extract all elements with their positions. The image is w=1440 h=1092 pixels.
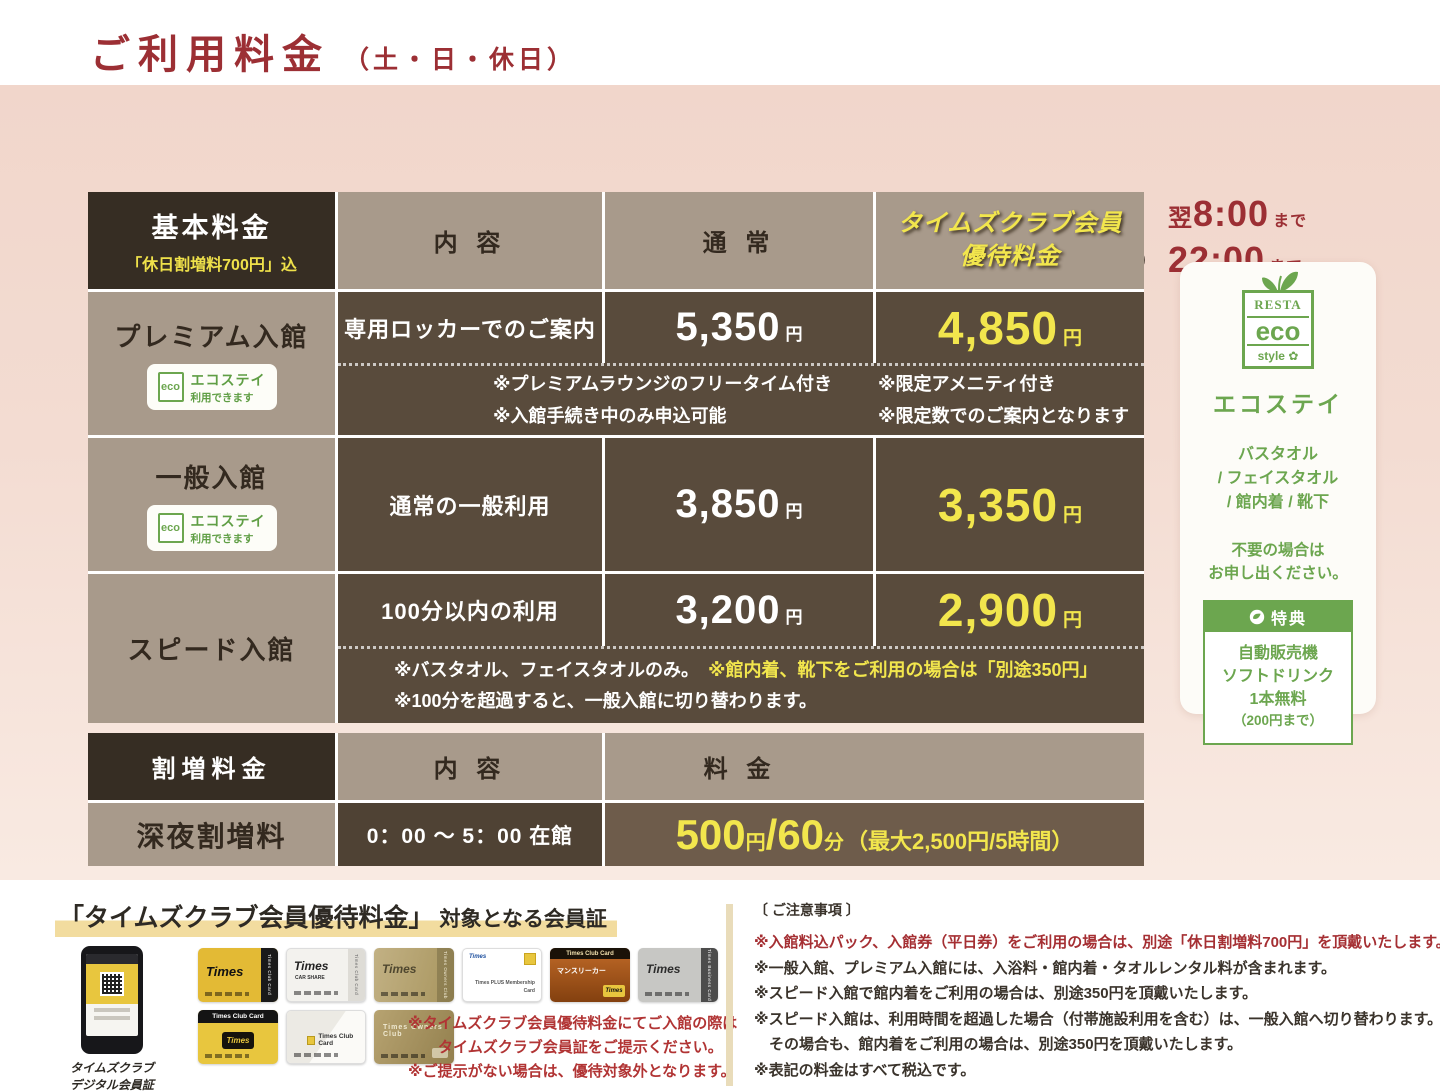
late-night-surcharge-name: 深夜割増料 <box>88 803 335 866</box>
benefit-box: 特典 自動販売機 ソフトドリンク 1本無料 （200円まで） <box>1203 599 1353 745</box>
late-night-surcharge-content: 0：00 ～ 5：00 在館 <box>338 803 602 866</box>
times-gold-card: Times Times Owners Club <box>374 948 454 1002</box>
premium-member-price: 4,850 円 <box>876 289 1144 363</box>
eco-stay-title: エコステイ <box>1213 391 1343 417</box>
times-club-card-emblem: Times Club Card Times <box>198 1010 278 1064</box>
qr-band <box>86 964 138 1004</box>
resta-eco-style-logo: RESTA eco style ✿ <box>1242 271 1314 369</box>
notice-line: ※スピード入館は、利用時間を超過した場合（付帯施設利用を含む）は、一般入館へ切り… <box>754 1010 1440 1028</box>
speed-content: 100分以内の利用 <box>338 571 602 646</box>
notices-title: 〔 ご注意事項 〕 <box>754 902 860 918</box>
digital-member-card: タイムズクラブ デジタル会員証 <box>52 946 172 1092</box>
eco-logo-small: eco <box>157 513 184 543</box>
times-business-card: Times Times Business Card <box>638 948 718 1002</box>
notice-line: その場合も、館内着をご利用の場合は、別途350円を頂戴いたします。 <box>754 1036 1243 1053</box>
card-number <box>205 992 249 996</box>
surcharge-column-price: 料 金 <box>605 733 1144 800</box>
notices: 〔 ご注意事項 〕 ※入館料込パック、入館券（平日券）をご利用の場合は、別途「休… <box>754 900 1440 1083</box>
basic-price-table: 基本料金 「休日割増料700円」込 内 容 通 常 タイムズクラブ会員 優待料金 … <box>88 192 1144 723</box>
card-number <box>294 991 338 995</box>
speed-regular-price: 3,200 円 <box>605 571 873 646</box>
member-cards: Times Times Club Card Times CAR SHARE Ti… <box>198 948 718 1064</box>
notice-line: ※スピード入館で館内着をご利用の場合は、別途350円を頂戴いたします。 <box>754 985 1258 1002</box>
card-number <box>381 992 425 996</box>
row-name-general: 一般入館 eco エコステイ 利用できます <box>88 435 335 571</box>
eco-stay-badge: eco エコステイ 利用できます <box>146 364 277 410</box>
eco-stay-badge: eco エコステイ 利用できます <box>146 505 277 551</box>
surcharge-column-content: 内 容 <box>338 733 602 800</box>
speed-notes: ※バスタオル、フェイスタオルのみ。 ※館内着、靴下をご利用の場合は「別途350円… <box>338 646 1144 723</box>
times-car-share-card: Times CAR SHARE Times Club Card <box>286 948 366 1002</box>
card-emblem <box>432 1048 448 1058</box>
page-title-bar: ご利用料金 （土・日・休日） <box>90 22 576 80</box>
row-name-premium: プレミアム入館 eco エコステイ 利用できます <box>88 289 335 435</box>
benefit-header: 特典 <box>1205 601 1351 632</box>
page-title: ご利用料金 <box>90 33 330 77</box>
row-name-speed: スピード入館 <box>88 571 335 723</box>
notice-line: ※表記の料金はすべて税込です。 <box>754 1061 976 1079</box>
eco-logo-small: eco <box>157 372 184 402</box>
surcharge-table: 割増料金 内 容 料 金 深夜割増料 0：00 ～ 5：00 在館 500 円/6… <box>88 733 1144 866</box>
column-header-regular: 通 常 <box>605 192 873 289</box>
premium-notes: ※プレミアムラウンジのフリータイム付き ※入館手続き中のみ申込可能 ※限定アメニ… <box>338 363 1144 435</box>
times-club-card-yellow: Times Times Club Card <box>198 948 278 1002</box>
main-panel: 営業時間 （ 月～土 ） 11:00 ～ 翌8:30 （日・連休最終日） 11:… <box>0 85 1440 880</box>
phone-label: タイムズクラブ デジタル会員証 <box>70 1061 154 1092</box>
phone-header <box>86 954 138 964</box>
bottom-section: 「タイムズクラブ会員優待料金」 対象となる会員証 タイムズクラブ デジタル会員証 … <box>0 880 1440 1092</box>
times-plus-card: Times Times PLUS Membership Card <box>462 948 542 1002</box>
card-number <box>294 1053 338 1057</box>
divider <box>726 904 733 1086</box>
surcharge-header: 割増料金 <box>88 733 335 800</box>
card-number <box>645 992 689 996</box>
time-value: 翌8:00 まで <box>1168 193 1308 234</box>
eco-request: 不要の場合は お申し出ください。 <box>1208 542 1348 583</box>
leaf-circle-icon <box>1249 609 1265 624</box>
times-monthly-card: Times Club Card マンスリーカー Times <box>550 948 630 1002</box>
screen-line <box>94 1008 130 1012</box>
member-cards-heading: 「タイムズクラブ会員優待料金」 対象となる会員証 <box>55 898 617 937</box>
basic-fee-header: 基本料金 「休日割増料700円」込 <box>88 192 335 289</box>
benefit-body: 自動販売機 ソフトドリンク 1本無料 （200円まで） <box>1221 644 1334 729</box>
late-night-surcharge-price: 500 円/60 分（最大2,500円/5時間） <box>605 803 1144 866</box>
column-header-member: タイムズクラブ会員 優待料金 <box>876 192 1144 289</box>
general-member-price: 3,350 円 <box>876 435 1144 571</box>
leaf-icon <box>1262 271 1298 294</box>
smartphone-graphic <box>81 946 143 1054</box>
card-number <box>205 1054 249 1058</box>
general-regular-price: 3,850 円 <box>605 435 873 571</box>
speed-member-price: 2,900 円 <box>876 571 1144 646</box>
premium-content: 専用ロッカーでのご案内 <box>338 289 602 363</box>
times-owners-club-card: Times Owners Club <box>374 1010 454 1064</box>
card-logo <box>307 1035 316 1045</box>
general-content: 通常の一般利用 <box>338 435 602 571</box>
times-club-card-white: Times Club Card <box>286 1010 366 1064</box>
notice-line: ※一般入館、プレミアム入館には、入浴料・館内着・タオルレンタル料が含まれます。 <box>754 959 1337 977</box>
card-number <box>381 1054 425 1058</box>
column-header-content: 内 容 <box>338 192 602 289</box>
screen-line <box>94 1016 130 1020</box>
eco-stay-sidebar: RESTA eco style ✿ エコステイ バスタオル / フェイスタオル … <box>1180 262 1376 745</box>
card-logo <box>524 953 536 965</box>
eco-items: バスタオル / フェイスタオル / 館内着 / 靴下 <box>1217 446 1339 511</box>
qr-code-icon <box>100 972 124 996</box>
page-title-days: （土・日・休日） <box>344 46 577 74</box>
notice-line: ※入館料込パック、入館券（平日券）をご利用の場合は、別途「休日割増料700円」を… <box>754 934 1440 951</box>
member-card-notice: ※タイムズクラブ会員優待料金にてご入館の際は タイムズクラブ会員証をご提示くださ… <box>408 1015 738 1080</box>
premium-regular-price: 5,350 円 <box>605 289 873 363</box>
